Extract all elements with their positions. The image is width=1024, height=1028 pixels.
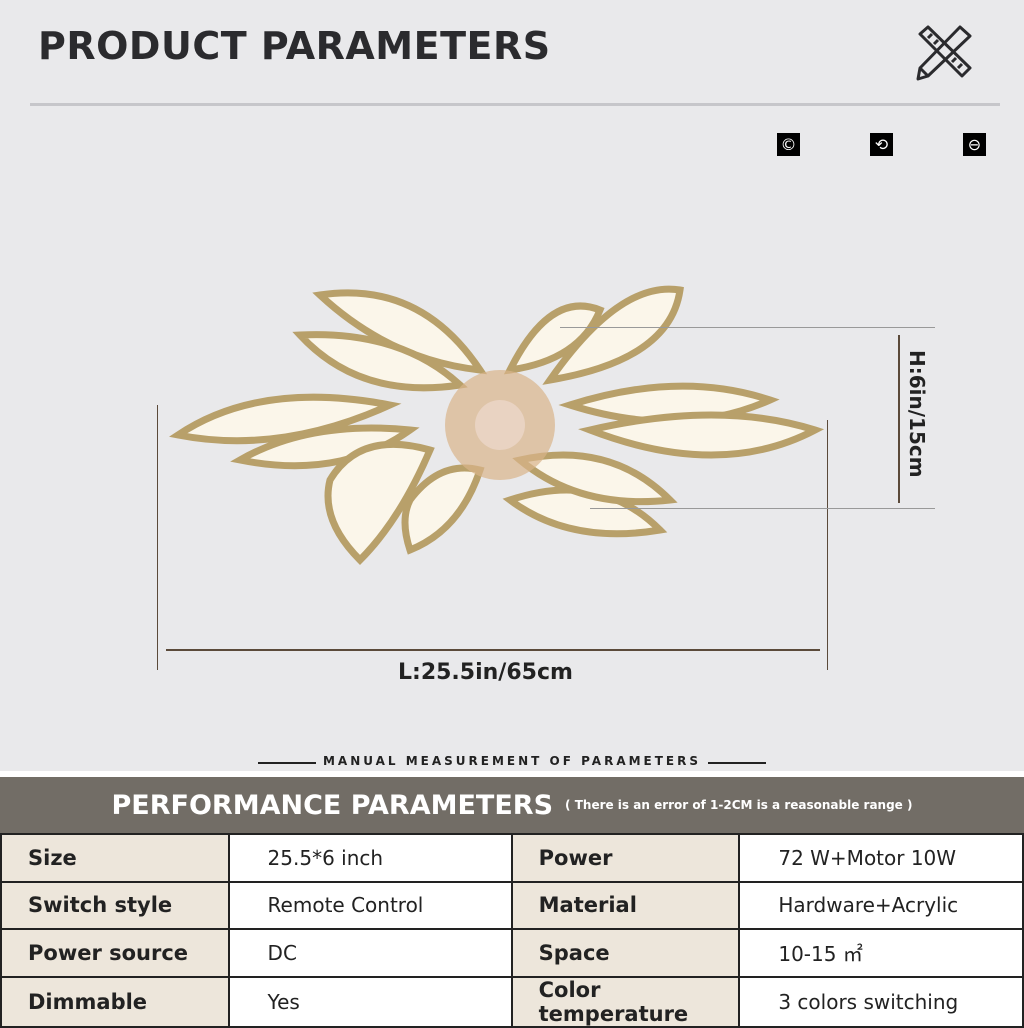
param-key: Size	[0, 833, 230, 883]
param-value: DC	[227, 928, 513, 978]
page-title: PRODUCT PARAMETERS	[38, 24, 551, 68]
performance-subtitle: ( There is an error of 1-2CM is a reason…	[565, 798, 913, 812]
table-row: Dimmable Yes Color temperature 3 colors swi…	[0, 975, 1024, 1028]
param-key: Space	[510, 928, 741, 978]
param-value: 72 W+Motor 10W	[738, 833, 1024, 883]
header-divider	[30, 103, 1000, 106]
table-row: Size 25.5*6 inch Power 72 W+Motor 10W	[0, 833, 1024, 883]
minus-circle-icon: ⊖	[963, 133, 986, 156]
param-value: 25.5*6 inch	[227, 833, 513, 883]
length-guide-left	[157, 405, 158, 670]
param-key: Material	[510, 880, 741, 930]
param-value: 3 colors switching	[738, 975, 1024, 1028]
param-key: Power source	[0, 928, 230, 978]
performance-header: PERFORMANCE PARAMETERS ( There is an err…	[0, 777, 1024, 833]
measurement-note: MANUAL MEASUREMENT OF PARAMETERS	[322, 754, 702, 768]
height-guide-bottom	[590, 508, 935, 509]
table-row: Power source DC Space 10-15 ㎡	[0, 928, 1024, 978]
length-label: L:25.5in/65cm	[398, 660, 573, 685]
height-arrow	[898, 335, 900, 503]
divider-left	[258, 762, 316, 764]
performance-title: PERFORMANCE PARAMETERS	[111, 789, 554, 821]
param-value: 10-15 ㎡	[738, 928, 1024, 978]
separator	[0, 771, 1024, 777]
height-guide-top	[560, 327, 935, 328]
param-key: Power	[510, 833, 741, 883]
length-arrow	[166, 649, 820, 651]
copyright-icon: ©	[777, 133, 800, 156]
param-key: Color temperature	[510, 975, 741, 1028]
length-guide-right	[827, 420, 828, 670]
ruler-pencil-icon	[916, 25, 972, 81]
param-value: Yes	[227, 975, 513, 1028]
parameters-table: Size 25.5*6 inch Power 72 W+Motor 10W Switc…	[0, 833, 1024, 1028]
param-value: Remote Control	[227, 880, 513, 930]
height-label: H:6in/15cm	[905, 350, 929, 478]
param-key: Switch style	[0, 880, 230, 930]
param-value: Hardware+Acrylic	[738, 880, 1024, 930]
refresh-icon: ⟲	[870, 133, 893, 156]
ceiling-fan-lamp-image	[169, 285, 825, 565]
divider-right	[708, 762, 766, 764]
table-row: Switch style Remote Control Material Hardwa…	[0, 880, 1024, 930]
param-key: Dimmable	[0, 975, 230, 1028]
